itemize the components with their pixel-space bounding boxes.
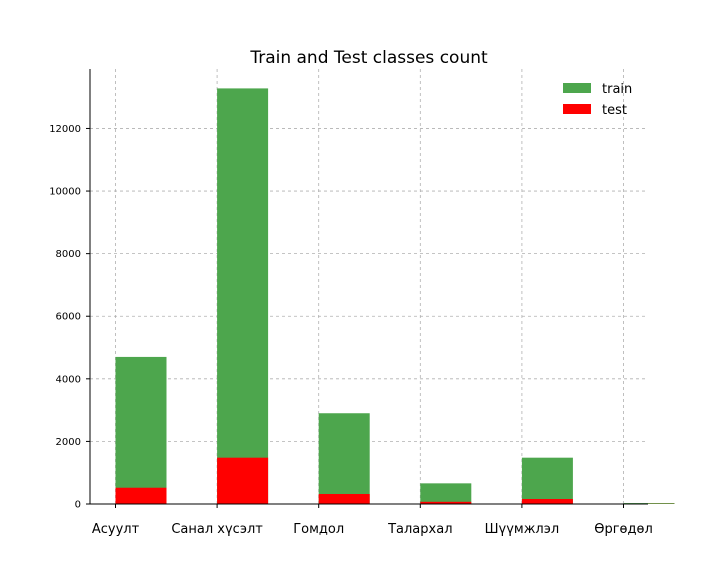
bar-test [217, 457, 269, 504]
bar-train [420, 483, 472, 504]
y-tick-label: 8000 [56, 249, 81, 260]
y-tick-label: 10000 [49, 187, 81, 198]
legend-swatch-test [563, 104, 591, 114]
chart-title: Train and Test classes count [249, 48, 488, 68]
axes [89, 69, 648, 505]
bar-train [217, 88, 269, 504]
bar-train [318, 413, 370, 504]
y-tick-label: 12000 [49, 124, 81, 135]
bar-train [115, 356, 167, 504]
legend-label-test: test [602, 103, 627, 118]
grid-lines [90, 69, 648, 504]
x-tick-label: Өргөдөл [594, 522, 653, 537]
y-tick-label: 0 [75, 500, 81, 511]
y-tick-labels: 0 2000 4000 6000 8000 10000 12000 [49, 124, 90, 511]
bar-train [521, 457, 573, 504]
y-tick-label: 4000 [56, 374, 81, 385]
bars [115, 88, 675, 504]
bar-train [623, 503, 675, 504]
x-tick-label: Гомдол [293, 522, 344, 537]
legend: train test [563, 82, 632, 118]
bar-test [420, 501, 472, 504]
x-tick-label: Шүүмжлэл [485, 522, 560, 537]
y-tick-label: 2000 [56, 437, 81, 448]
bar-test [318, 493, 370, 504]
x-tick-labels: Асуулт Санал хүсэлт Гомдол Талархал Шүүмжлэл… [92, 504, 653, 537]
bar-test [115, 487, 167, 504]
bar-test [521, 498, 573, 504]
x-tick-label: Санал хүсэлт [171, 522, 263, 537]
legend-swatch-train [563, 83, 591, 93]
y-tick-label: 6000 [56, 312, 81, 323]
x-tick-label: Асуулт [92, 522, 140, 537]
legend-label-train: train [602, 82, 632, 97]
x-tick-label: Талархал [387, 522, 452, 537]
